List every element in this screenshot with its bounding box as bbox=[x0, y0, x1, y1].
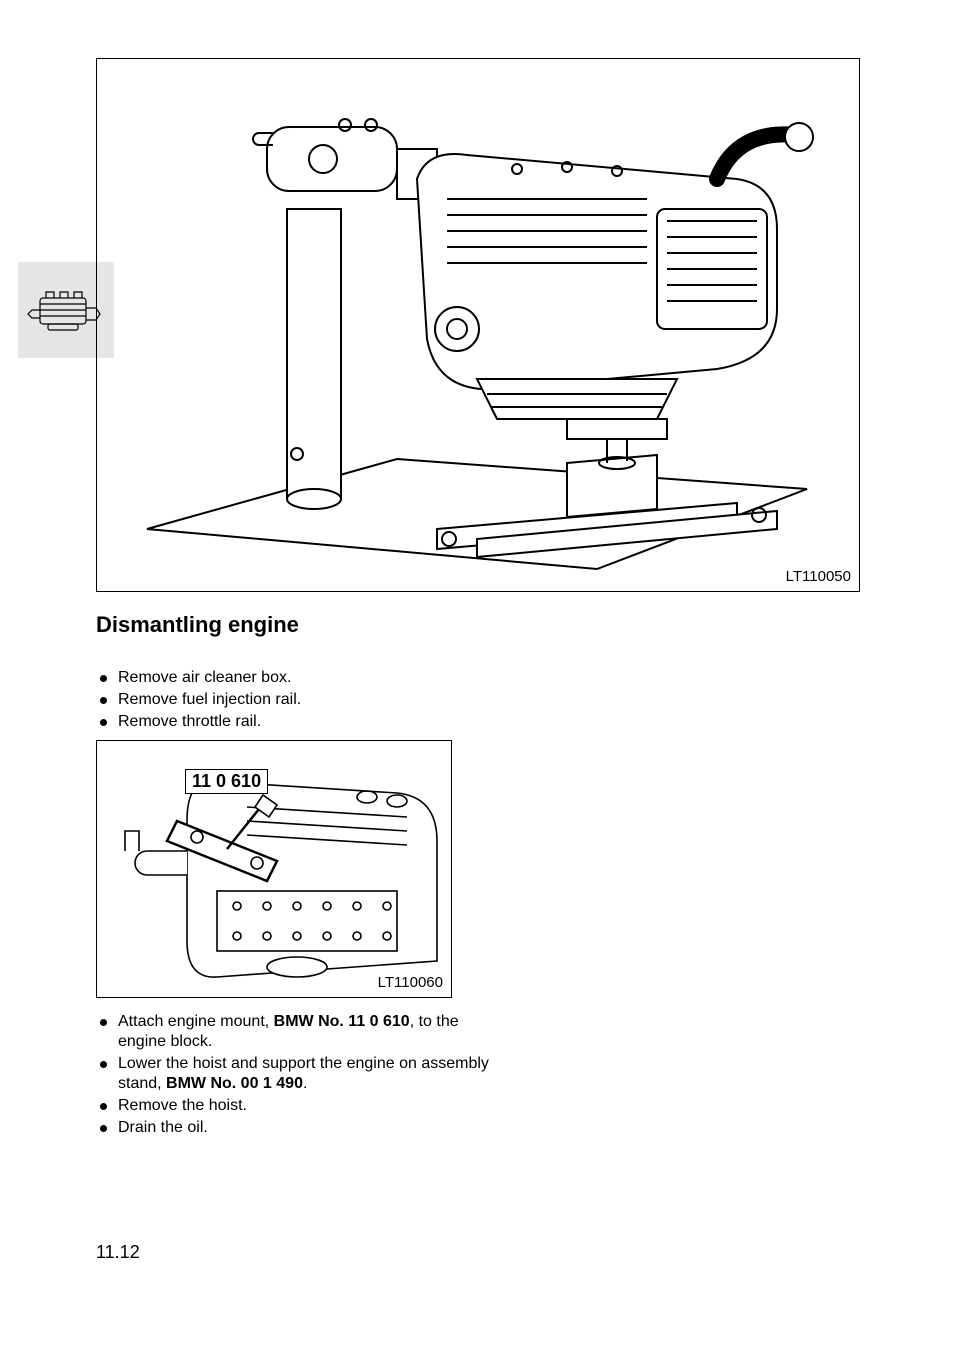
engine-icon bbox=[26, 280, 106, 340]
text: Drain the oil. bbox=[118, 1119, 208, 1136]
engine-mount-illustration bbox=[97, 741, 451, 997]
instruction-list-top: Remove air cleaner box. Remove fuel inje… bbox=[96, 668, 496, 734]
page-number: 11.12 bbox=[96, 1242, 140, 1263]
text: Attach engine mount, bbox=[118, 1013, 274, 1030]
list-item: Attach engine mount, BMW No. 11 0 610, t… bbox=[96, 1012, 496, 1052]
figure-ref-small: LT110060 bbox=[378, 974, 443, 991]
text: Remove the hoist. bbox=[118, 1097, 247, 1114]
list-item: Remove air cleaner box. bbox=[96, 668, 496, 688]
tool-number: BMW No. 00 1 490 bbox=[166, 1075, 303, 1092]
instruction-list-bottom: Attach engine mount, BMW No. 11 0 610, t… bbox=[96, 1012, 496, 1140]
section-heading: Dismantling engine bbox=[96, 612, 299, 638]
text: . bbox=[303, 1075, 307, 1092]
list-item: Remove throttle rail. bbox=[96, 712, 496, 732]
figure-ref-large: LT110050 bbox=[786, 568, 851, 585]
figure-engine-on-stand: LT110050 bbox=[96, 58, 860, 592]
list-item: Remove fuel injection rail. bbox=[96, 690, 496, 710]
list-item: Remove the hoist. bbox=[96, 1096, 496, 1116]
tool-number: BMW No. 11 0 610 bbox=[274, 1013, 410, 1030]
list-item: Lower the hoist and support the engine o… bbox=[96, 1054, 496, 1094]
figure-engine-mount: 11 0 610 LT110060 bbox=[96, 740, 452, 998]
list-item: Drain the oil. bbox=[96, 1118, 496, 1138]
manual-page: LT110050 Dismantling engine Remove air c… bbox=[0, 0, 954, 1351]
tool-callout-label: 11 0 610 bbox=[185, 769, 268, 794]
engine-stand-illustration bbox=[97, 59, 859, 591]
